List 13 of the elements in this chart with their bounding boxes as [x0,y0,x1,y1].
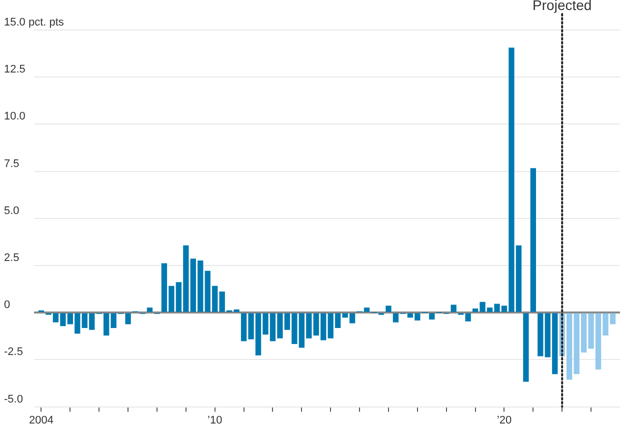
y-tick-label: -5.0 [4,393,23,406]
y-tick-label: -2.5 [4,346,23,358]
ref-line-label: Projected [532,0,592,13]
y-tick-label: 10.0 [4,110,26,123]
x-tick-label: ’10 [208,414,222,426]
x-tick-label: ’20 [496,414,512,426]
y-tick-label: 5.0 [4,204,20,217]
y-tick-label: 0 [4,299,10,312]
y-tick-label: 2.5 [4,252,20,264]
y-tick-label: 15.0 pct. pts [4,16,64,29]
y-tick-label: 7.5 [4,158,20,170]
x-tick-label: 2004 [28,414,54,426]
y-tick-label: 12.5 [4,64,26,76]
